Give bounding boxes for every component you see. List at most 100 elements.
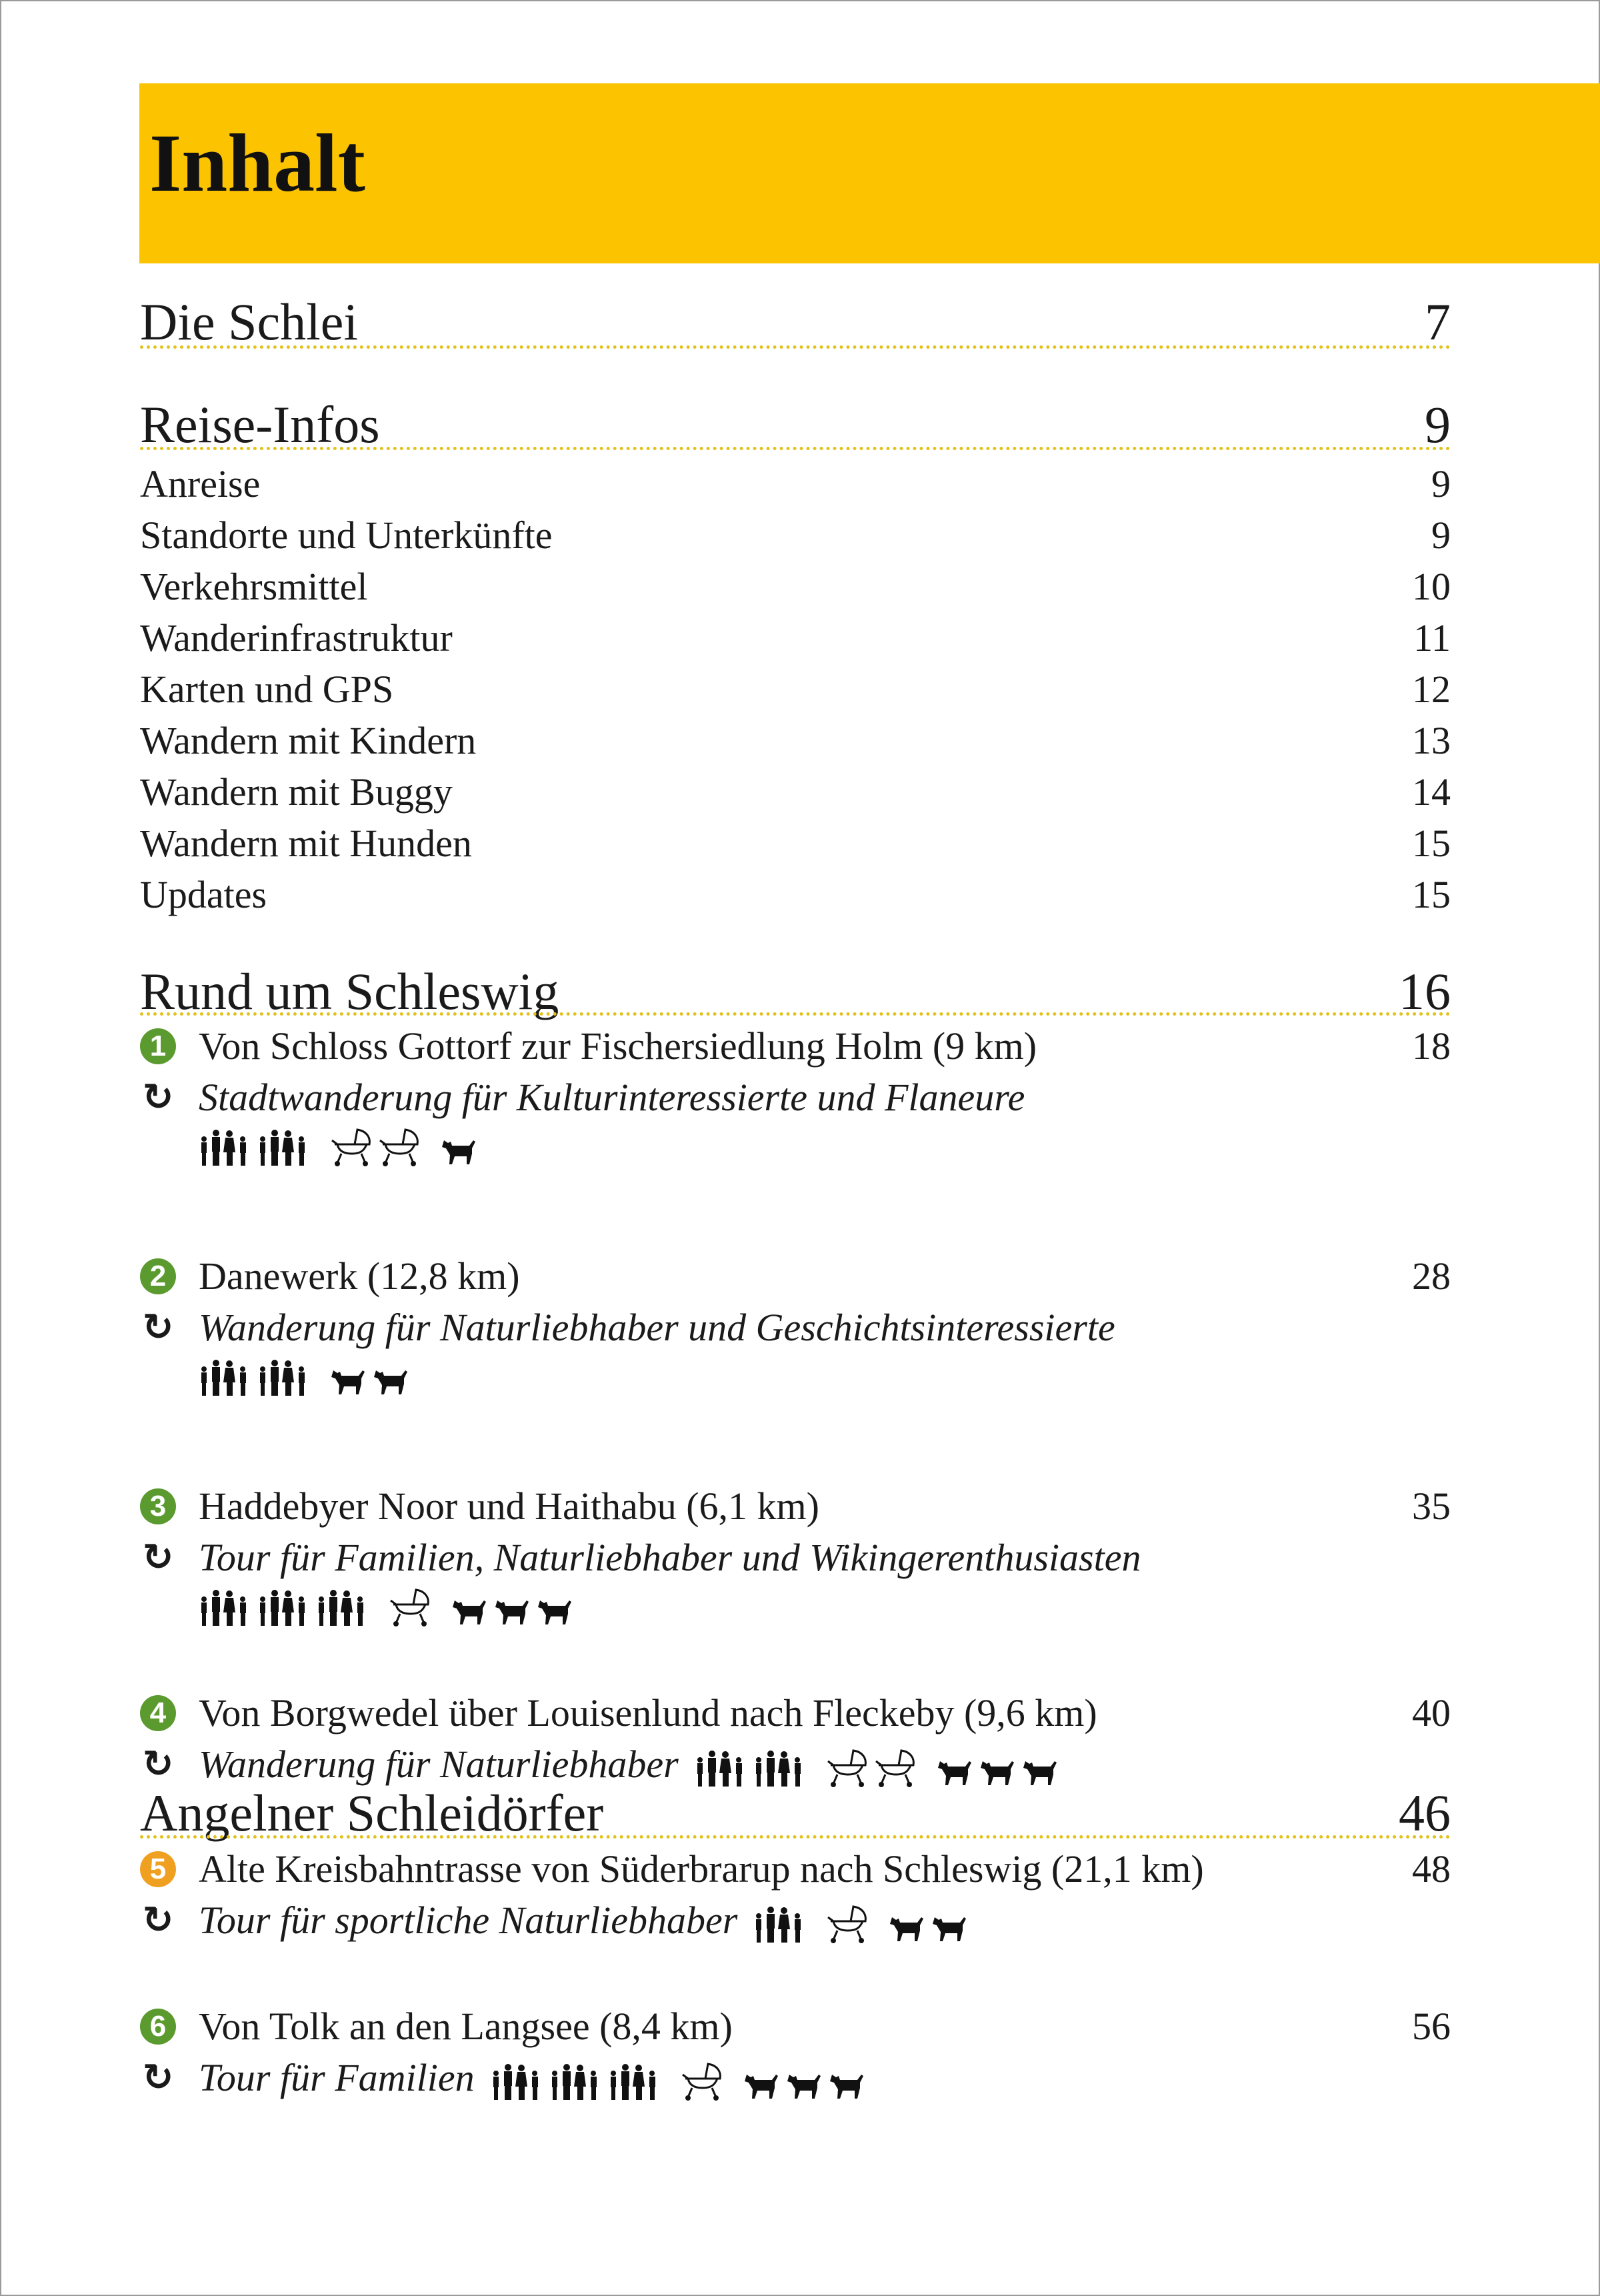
entry-label: Anreise	[140, 462, 261, 505]
tour-entry[interactable]: 6 Von Tolk an den Langsee (8,4 km) 56	[140, 2001, 1451, 2052]
rating-icons	[199, 1580, 575, 1627]
buggy-icon	[331, 1127, 373, 1167]
entry-label: Wandern mit Kindern	[140, 719, 477, 762]
buggy-rating	[681, 2061, 724, 2101]
toc-entry[interactable]: Updates 15	[140, 869, 1451, 920]
tour-title: Von Tolk an den Langsee (8,4 km)	[199, 2005, 733, 2048]
toc-entry[interactable]: Karten und GPS 12	[140, 664, 1451, 715]
dog-icon	[1023, 1759, 1060, 1788]
tour-number-badge: 6	[140, 2008, 176, 2045]
tour-page: 40	[1412, 1691, 1451, 1735]
family-rating	[199, 1590, 369, 1627]
section-heading[interactable]: Angelner Schleidörfer 46	[140, 1783, 1451, 1843]
buggy-icon	[827, 1904, 869, 1944]
dog-icon	[787, 2072, 824, 2101]
dog-icon	[452, 1598, 489, 1627]
buggy-rating	[331, 1127, 421, 1167]
rating-icons	[695, 1741, 1060, 1788]
section-heading[interactable]: Rund um Schleswig 16	[140, 962, 1451, 1022]
entry-label: Verkehrsmittel	[140, 565, 368, 608]
section-title: Rund um Schleswig	[140, 962, 559, 1020]
tour-subtitle-row: ↻ Tour für Familien, Naturliebhaber und W…	[140, 1532, 1451, 1583]
dog-rating	[889, 1915, 969, 1944]
entry-label: Updates	[140, 873, 267, 916]
tour-subtitle-row: ↻ Tour für sportliche Naturliebhaber	[140, 1895, 1451, 1946]
section-title: Die Schlei	[140, 293, 359, 351]
section-page: 16	[1399, 962, 1451, 1020]
entry-label: Karten und GPS	[140, 668, 394, 711]
entry-label: Standorte und Unterkünfte	[140, 513, 553, 557]
rating-icons	[199, 1350, 411, 1397]
entry-page: 10	[1412, 565, 1451, 608]
tour-title: Haddebyer Noor und Haithabu (6,1 km)	[199, 1484, 819, 1528]
loop-arrow-icon: ↻	[142, 1899, 174, 1942]
tour-entry[interactable]: 2 Danewerk (12,8 km) 28	[140, 1250, 1451, 1302]
loop-arrow-icon: ↻	[142, 1076, 174, 1119]
loop-arrow-icon: ↻	[142, 1306, 174, 1349]
toc-entry[interactable]: Wanderinfrastruktur 11	[140, 612, 1451, 664]
toc-entry[interactable]: Wandern mit Buggy 14	[140, 766, 1451, 818]
tour-page: 18	[1412, 1024, 1451, 1068]
entry-label: Wandern mit Hunden	[140, 822, 472, 865]
toc-entry[interactable]: Standorte und Unterkünfte 9	[140, 509, 1451, 561]
entry-page: 15	[1412, 873, 1451, 916]
family-icon	[491, 2063, 544, 2101]
dog-icon	[441, 1138, 479, 1167]
entry-page: 11	[1413, 616, 1451, 660]
tour-entry[interactable]: 5 Alte Kreisbahntrasse von Süderbrarup na…	[140, 1843, 1451, 1895]
tour-number-badge: 1	[140, 1028, 176, 1064]
buggy-icon	[827, 1748, 869, 1788]
tour-ratings-row	[199, 1580, 575, 1627]
dotted-leader	[140, 1012, 1451, 1016]
tour-title: Danewerk (12,8 km)	[199, 1254, 520, 1298]
section-heading[interactable]: Reise-Infos 9	[140, 395, 1451, 455]
tour-subtitle: Tour für Familien	[199, 2056, 475, 2099]
tour-subtitle: Stadtwanderung für Kulturinteressierte u…	[199, 1076, 1025, 1119]
buggy-rating	[827, 1904, 869, 1944]
dog-icon	[889, 1915, 927, 1944]
toc-entry[interactable]: Anreise 9	[140, 458, 1451, 509]
family-icon	[257, 1130, 311, 1167]
tour-subtitle-row: ↻ Tour für Familien	[140, 2052, 1451, 2103]
section-page: 7	[1425, 293, 1451, 351]
tour-entry[interactable]: 1 Von Schloss Gottorf zur Fischersiedlung…	[140, 1020, 1451, 1072]
entry-label: Wandern mit Buggy	[140, 770, 453, 814]
tour-subtitle: Tour für sportliche Naturliebhaber	[199, 1899, 738, 1942]
family-icon	[257, 1590, 311, 1627]
entry-label: Wanderinfrastruktur	[140, 616, 453, 660]
header-band: Inhalt	[139, 83, 1600, 263]
toc-entry[interactable]: Wandern mit Hunden 15	[140, 818, 1451, 869]
family-rating	[199, 1130, 311, 1167]
family-icon	[316, 1590, 369, 1627]
section-heading[interactable]: Die Schlei 7	[140, 292, 1451, 352]
dotted-leader	[140, 345, 1451, 349]
tour-title: Alte Kreisbahntrasse von Süderbrarup nac…	[199, 1847, 1204, 1891]
dog-rating	[937, 1759, 1060, 1788]
family-rating	[753, 1906, 807, 1944]
section-title: Angelner Schleidörfer	[140, 1784, 604, 1842]
tour-ratings-row	[199, 1120, 479, 1167]
dog-icon	[373, 1368, 411, 1397]
family-icon	[753, 1906, 807, 1944]
section-title: Reise-Infos	[140, 395, 380, 453]
entry-page: 9	[1431, 462, 1451, 505]
dog-icon	[932, 1915, 969, 1944]
family-icon	[257, 1360, 311, 1397]
family-rating	[491, 2063, 661, 2101]
section-page: 46	[1399, 1784, 1451, 1842]
tour-subtitle: Wanderung für Naturliebhaber	[199, 1743, 679, 1786]
toc-entry[interactable]: Verkehrsmittel 10	[140, 561, 1451, 612]
buggy-rating	[389, 1587, 432, 1627]
family-icon	[753, 1750, 807, 1788]
tour-number-badge: 3	[140, 1488, 176, 1524]
tour-number-badge: 5	[140, 1851, 176, 1887]
dog-icon	[937, 1759, 975, 1788]
tour-entry[interactable]: 4 Von Borgwedel über Louisenlund nach Fle…	[140, 1687, 1451, 1739]
toc-entry[interactable]: Wandern mit Kindern 13	[140, 715, 1451, 766]
tour-title: Von Schloss Gottorf zur Fischersiedlung …	[199, 1024, 1037, 1068]
family-rating	[695, 1750, 807, 1788]
tour-entry[interactable]: 3 Haddebyer Noor und Haithabu (6,1 km) 35	[140, 1480, 1451, 1532]
tour-number-badge: 4	[140, 1694, 176, 1731]
buggy-icon	[389, 1587, 432, 1627]
rating-icons	[753, 1897, 969, 1944]
